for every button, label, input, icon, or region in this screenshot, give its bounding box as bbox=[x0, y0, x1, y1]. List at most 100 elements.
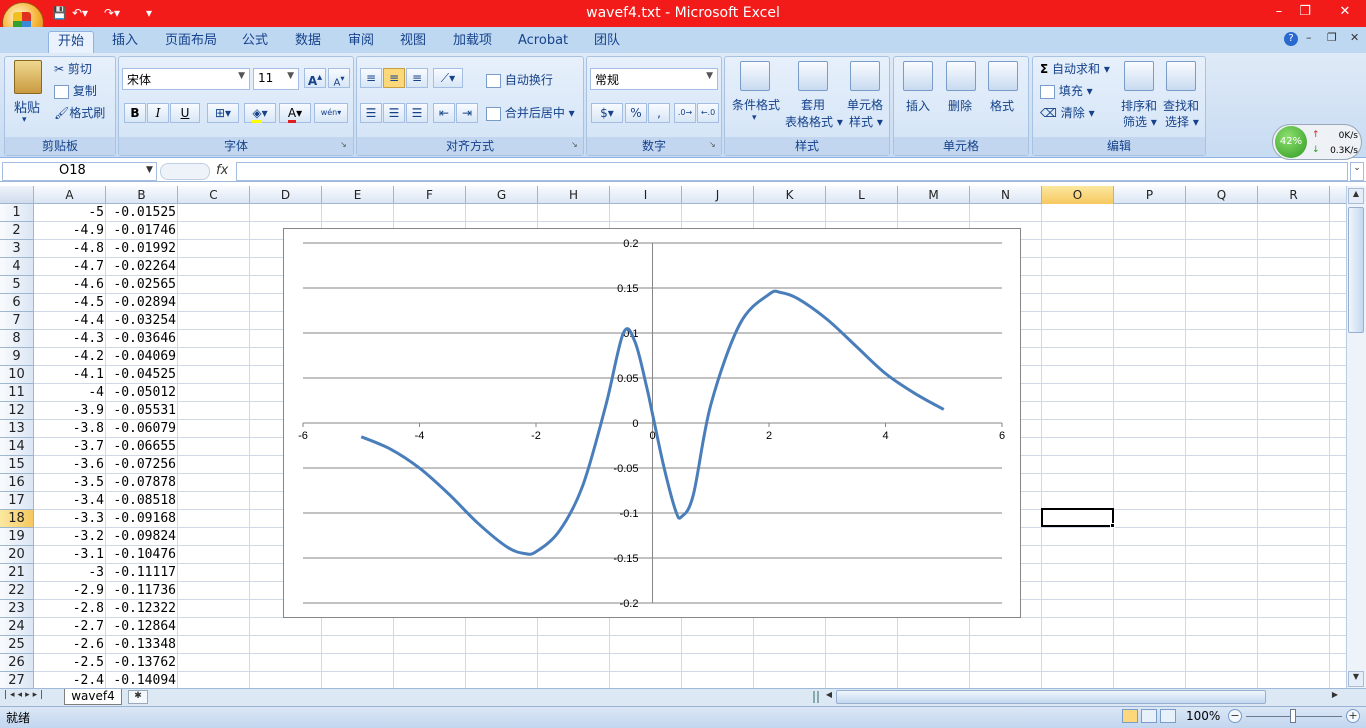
format-as-table-icon[interactable] bbox=[798, 61, 828, 91]
restore-button[interactable]: ❐ bbox=[1299, 4, 1311, 19]
wrap-text-button[interactable]: 自动换行 bbox=[486, 71, 553, 88]
orientation-icon[interactable]: ⟋▾ bbox=[433, 68, 463, 88]
delete-cells-button[interactable]: 删除 bbox=[948, 99, 973, 113]
fill-button[interactable]: 填充 ▾ bbox=[1040, 82, 1093, 99]
formula-expand-handle[interactable] bbox=[160, 163, 210, 180]
row-header[interactable]: 7 bbox=[0, 312, 34, 330]
row-header[interactable]: 14 bbox=[0, 438, 34, 456]
cell-styles-icon[interactable] bbox=[850, 61, 880, 91]
clear-button[interactable]: ⌫ 清除 ▾ bbox=[1040, 106, 1095, 120]
minimize-button[interactable]: – bbox=[1275, 4, 1283, 19]
cell-b[interactable]: -0.06079 bbox=[113, 421, 176, 436]
column-header-b[interactable]: B bbox=[106, 186, 178, 204]
cell-b[interactable]: -0.13762 bbox=[113, 655, 176, 670]
chevron-down-icon[interactable]: ▼ bbox=[146, 165, 153, 175]
font-name-select[interactable]: 宋体 ▼ bbox=[122, 68, 250, 90]
cell-b[interactable]: -0.11117 bbox=[113, 565, 176, 580]
cell-b[interactable]: -0.09168 bbox=[113, 511, 176, 526]
cell-a[interactable]: -4.9 bbox=[72, 223, 104, 238]
row-header[interactable]: 15 bbox=[0, 456, 34, 474]
cell-b[interactable]: -0.04525 bbox=[113, 367, 176, 382]
italic-button[interactable]: I bbox=[147, 103, 169, 123]
align-top-icon[interactable]: ≡ bbox=[360, 68, 382, 88]
column-header-f[interactable]: F bbox=[394, 186, 466, 204]
sort-filter-icon[interactable] bbox=[1124, 61, 1154, 91]
cell-b[interactable]: -0.12864 bbox=[113, 619, 176, 634]
cell-styles-line1[interactable]: 单元格 bbox=[847, 98, 884, 112]
cell-a[interactable]: -4.2 bbox=[72, 349, 104, 364]
column-header-r[interactable]: R bbox=[1258, 186, 1330, 204]
cell-a[interactable]: -2.8 bbox=[72, 601, 104, 616]
ribbon-restore-icon[interactable]: ❐ bbox=[1327, 31, 1337, 44]
sheet-nav-arrows-icon[interactable]: |◂◂▸▸| bbox=[4, 690, 47, 700]
cell-b[interactable]: -0.03254 bbox=[113, 313, 176, 328]
column-header-j[interactable]: J bbox=[682, 186, 754, 204]
tab-view[interactable]: 视图 bbox=[400, 33, 427, 48]
column-header-m[interactable]: M bbox=[898, 186, 970, 204]
column-header-c[interactable]: C bbox=[178, 186, 250, 204]
tab-team[interactable]: 团队 bbox=[594, 33, 621, 48]
cut-button[interactable]: ✂ 剪切 bbox=[54, 60, 92, 77]
increase-decimal-icon[interactable]: .0→ bbox=[674, 103, 696, 123]
format-as-table-button[interactable]: 表格格式 ▾ bbox=[785, 115, 843, 129]
tab-home[interactable]: 开始 bbox=[48, 31, 94, 53]
cell-b[interactable]: -0.02565 bbox=[113, 277, 176, 292]
paste-dropdown-icon[interactable]: ▾ bbox=[22, 115, 27, 125]
redo-icon[interactable]: ↷▾ bbox=[104, 6, 121, 20]
scroll-up-arrow-icon[interactable]: ▲ bbox=[1348, 188, 1364, 204]
zoom-in-icon[interactable]: + bbox=[1346, 709, 1360, 723]
row-header[interactable]: 6 bbox=[0, 294, 34, 312]
scroll-down-arrow-icon[interactable]: ▼ bbox=[1348, 671, 1364, 687]
row-header[interactable]: 13 bbox=[0, 420, 34, 438]
cell-a[interactable]: -5 bbox=[88, 205, 104, 220]
row-header[interactable]: 25 bbox=[0, 636, 34, 654]
normal-view-icon[interactable] bbox=[1122, 709, 1138, 723]
cell-a[interactable]: -3.7 bbox=[72, 439, 104, 454]
comma-button[interactable]: , bbox=[648, 103, 670, 123]
align-right-icon[interactable]: ☰ bbox=[406, 103, 428, 123]
cell-a[interactable]: -4.4 bbox=[72, 313, 104, 328]
cell-a[interactable]: -3.9 bbox=[72, 403, 104, 418]
row-header[interactable]: 3 bbox=[0, 240, 34, 258]
undo-icon[interactable]: ↶▾ bbox=[72, 6, 89, 20]
tab-formulas[interactable]: 公式 bbox=[242, 33, 269, 48]
horizontal-scroll-thumb[interactable] bbox=[836, 690, 1266, 704]
cell-b[interactable]: -0.05012 bbox=[113, 385, 176, 400]
page-break-view-icon[interactable] bbox=[1160, 709, 1176, 723]
row-header[interactable]: 9 bbox=[0, 348, 34, 366]
sort-filter-button[interactable]: 筛选 ▾ bbox=[1123, 115, 1157, 129]
tab-data[interactable]: 数据 bbox=[295, 33, 322, 48]
row-header[interactable]: 2 bbox=[0, 222, 34, 240]
find-binoculars-icon[interactable] bbox=[1166, 61, 1196, 91]
cell-b[interactable]: -0.09824 bbox=[113, 529, 176, 544]
cell-a[interactable]: -2.6 bbox=[72, 637, 104, 652]
cell-b[interactable]: -0.01525 bbox=[113, 205, 176, 220]
cell-b[interactable]: -0.01992 bbox=[113, 241, 176, 256]
cell-b[interactable]: -0.01746 bbox=[113, 223, 176, 238]
grow-font-button[interactable]: A▴ bbox=[304, 68, 326, 88]
cell-a[interactable]: -2.7 bbox=[72, 619, 104, 634]
cell-a[interactable]: -3.4 bbox=[72, 493, 104, 508]
row-header[interactable]: 8 bbox=[0, 330, 34, 348]
row-header[interactable]: 12 bbox=[0, 402, 34, 420]
cell-a[interactable]: -2.4 bbox=[72, 673, 104, 688]
dialog-launcher-icon[interactable]: ↘ bbox=[709, 140, 716, 149]
save-icon[interactable]: 💾 bbox=[52, 6, 67, 20]
cell-b[interactable]: -0.03646 bbox=[113, 331, 176, 346]
cell-b[interactable]: -0.13348 bbox=[113, 637, 176, 652]
align-bottom-icon[interactable]: ≡ bbox=[406, 68, 428, 88]
column-header-p[interactable]: P bbox=[1114, 186, 1186, 204]
ribbon-minimize-icon[interactable]: – bbox=[1306, 31, 1312, 44]
tab-acrobat[interactable]: Acrobat bbox=[518, 33, 569, 48]
decrease-indent-icon[interactable]: ⇤ bbox=[433, 103, 455, 123]
align-left-icon[interactable]: ☰ bbox=[360, 103, 382, 123]
help-icon[interactable]: ? bbox=[1284, 32, 1298, 46]
cell-a[interactable]: -4.7 bbox=[72, 259, 104, 274]
dialog-launcher-icon[interactable]: ↘ bbox=[571, 140, 578, 149]
autosum-button[interactable]: Σ 自动求和 ▾ bbox=[1040, 62, 1110, 76]
row-header[interactable]: 4 bbox=[0, 258, 34, 276]
find-select-button[interactable]: 选择 ▾ bbox=[1165, 115, 1199, 129]
scroll-right-arrow-icon[interactable]: ▶ bbox=[1331, 690, 1339, 699]
conditional-format-icon[interactable] bbox=[740, 61, 770, 91]
cell-b[interactable]: -0.12322 bbox=[113, 601, 176, 616]
